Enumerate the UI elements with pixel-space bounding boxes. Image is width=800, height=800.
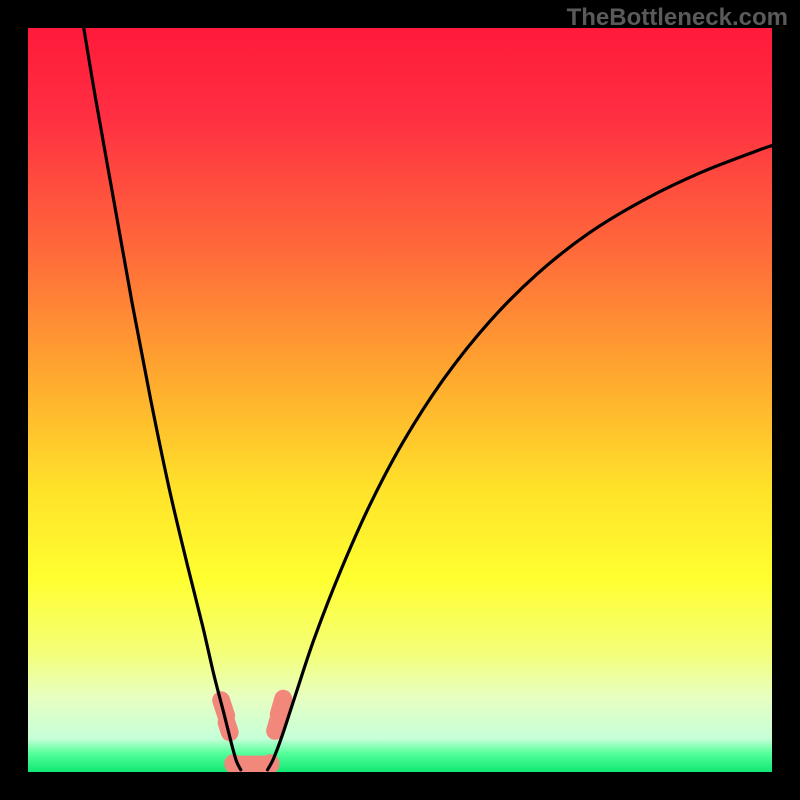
chart-container: TheBottleneck.com: [0, 0, 800, 800]
chart-background-gradient: [28, 28, 772, 772]
bottleneck-chart: [0, 0, 800, 800]
watermark-text: TheBottleneck.com: [567, 4, 788, 32]
